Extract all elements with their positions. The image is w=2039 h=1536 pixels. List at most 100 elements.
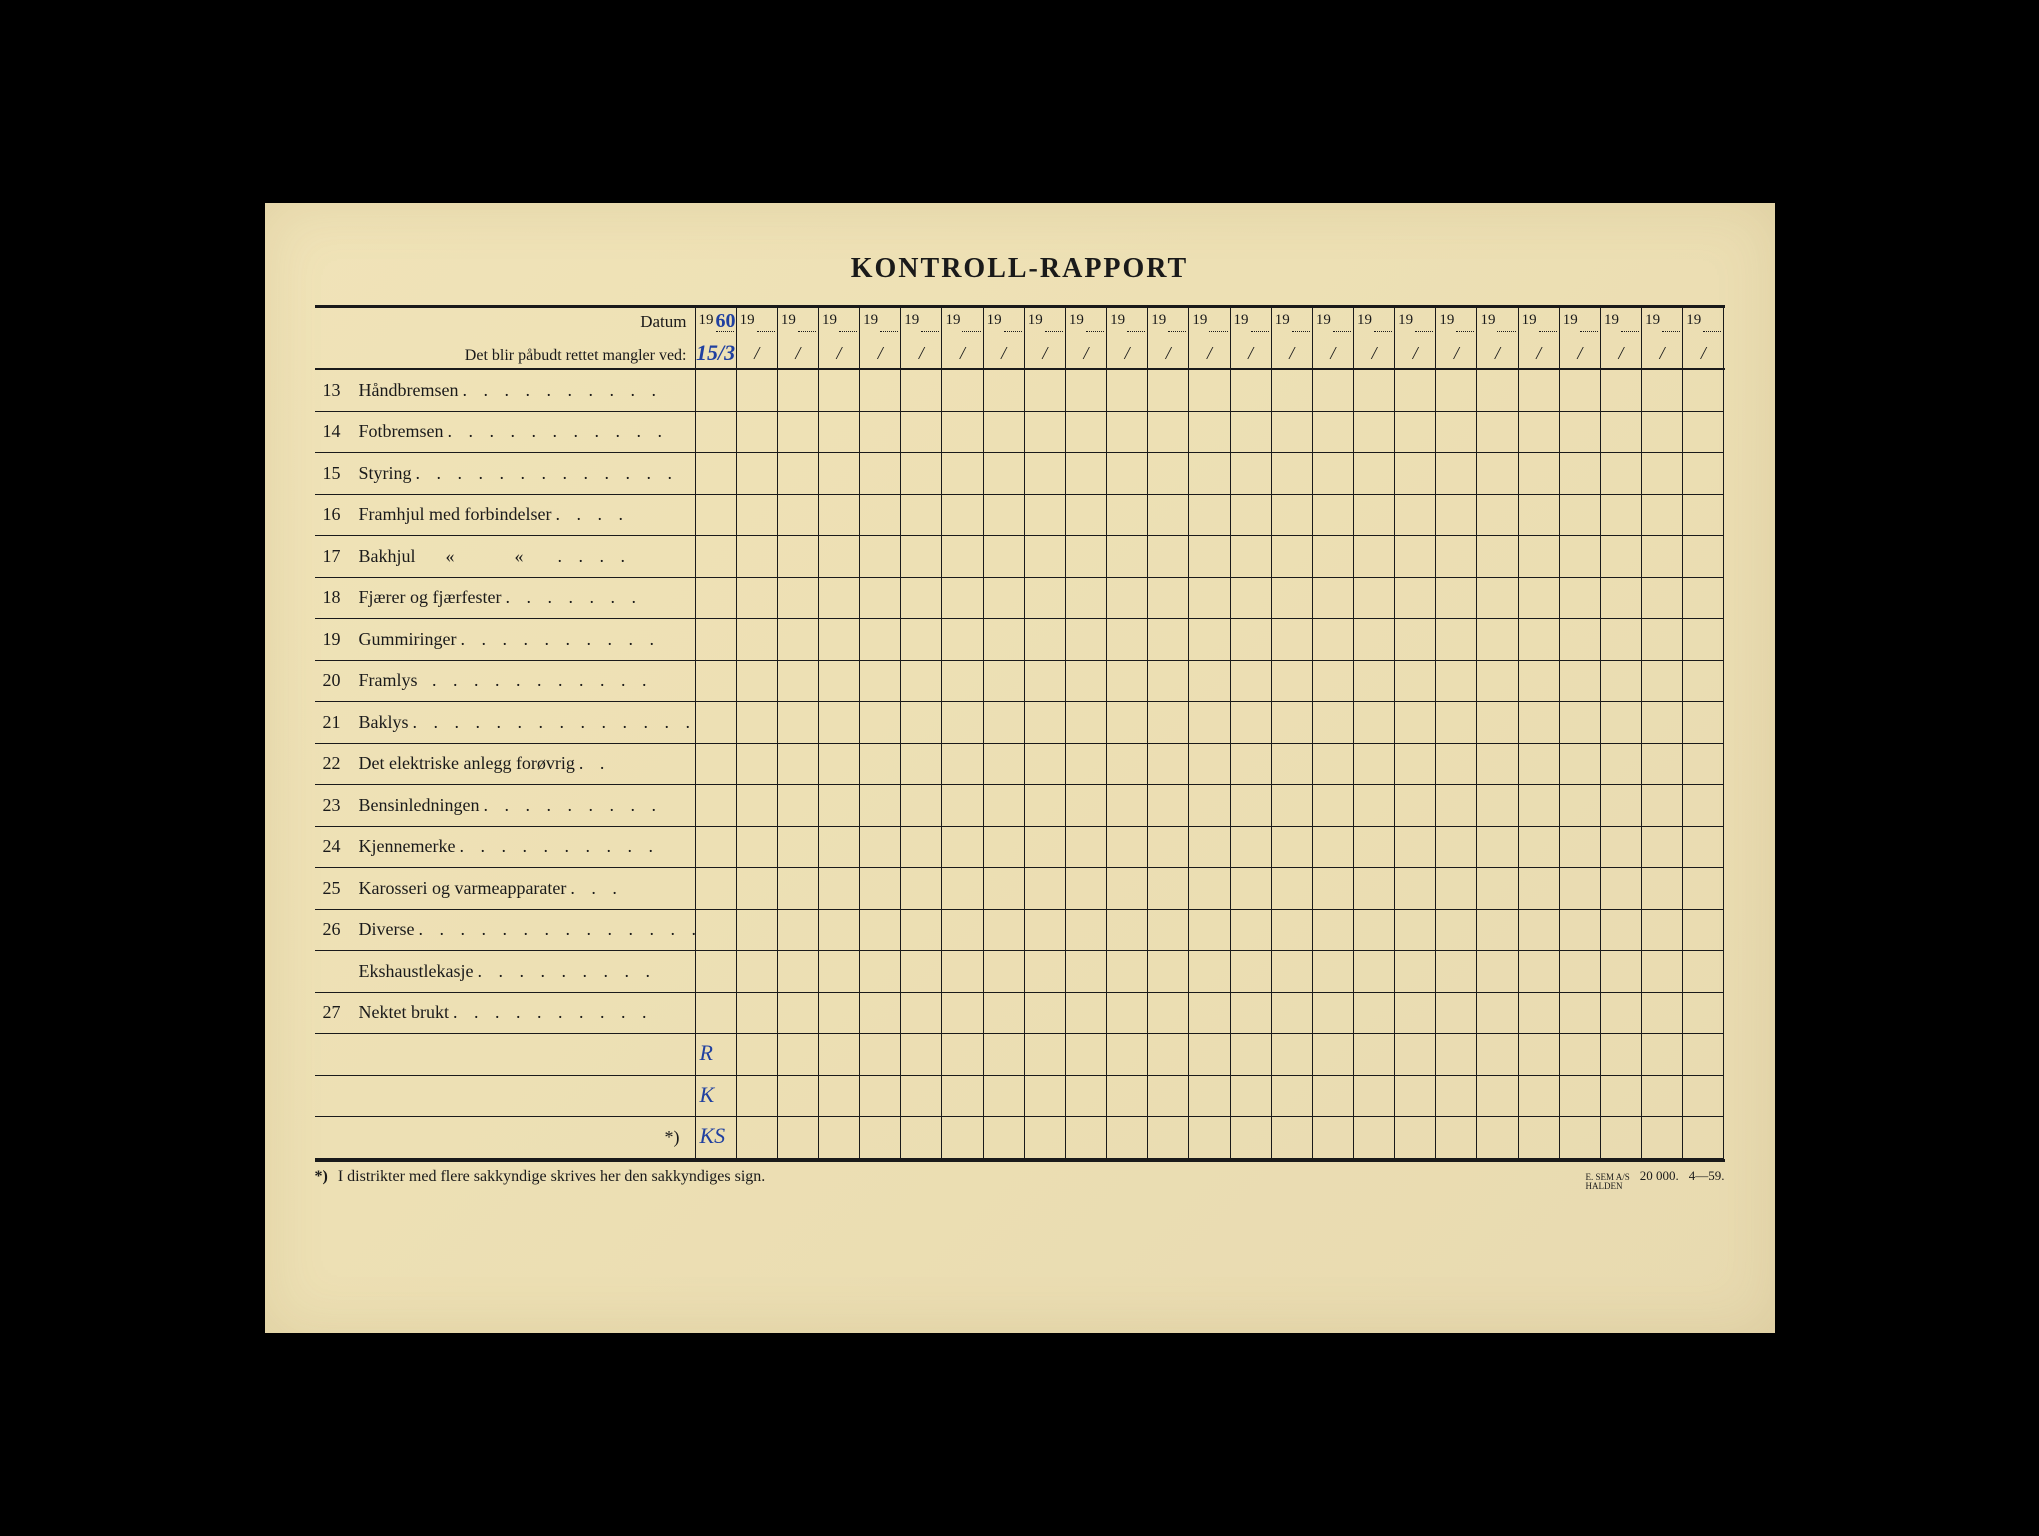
grid-cell [1395,951,1435,993]
grid-cell [1395,619,1435,661]
grid-cell [1395,744,1435,786]
grid-cell [1231,1117,1271,1159]
grid-cell [942,661,982,703]
grid-cell [1601,993,1641,1035]
grid-cell [1066,910,1106,952]
grid-cell [737,619,777,661]
grid-cell [984,1034,1024,1076]
grid-cell [1066,785,1106,827]
grid-cell [901,412,941,454]
grid-cell [1683,453,1723,495]
grid-cell [984,619,1024,661]
grid-column [1106,370,1147,1159]
item-label: Bensinledningen. . . . . . . . . [359,795,695,816]
item-number: 14 [323,421,359,442]
date-slash: / [819,338,859,368]
grid-cell [1436,370,1476,412]
grid-cell [1560,1034,1600,1076]
grid-cell [1683,827,1723,869]
grid-cell [1272,951,1312,993]
year-column: 19/ [1106,308,1147,368]
item-dots: . . . . . . . [501,587,642,607]
grid-cell [819,868,859,910]
grid-cell [942,412,982,454]
year-prefix: 19 [737,308,777,338]
grid-cell [1272,412,1312,454]
grid-cell [778,453,818,495]
grid-cell [737,744,777,786]
grid-cell [1272,744,1312,786]
grid-cell [778,619,818,661]
handwritten-signature: K [700,1082,715,1108]
footnote-left: *) I distrikter med flere sakkyndige skr… [315,1168,766,1191]
grid-cell [942,910,982,952]
grid-cell [1148,1076,1188,1118]
grid-cell [1148,785,1188,827]
grid-cell [1642,370,1682,412]
item-label: Gummiringer. . . . . . . . . . [359,629,695,650]
grid-cell [1395,910,1435,952]
grid-column [1024,370,1065,1159]
grid-cell [1477,536,1517,578]
grid-cell [942,495,982,537]
grid-cell [1395,1117,1435,1159]
grid-cell [1272,910,1312,952]
item-number: 22 [323,753,359,774]
grid-cell [1148,868,1188,910]
date-slash: / [1189,338,1229,368]
handwritten-year: 60 [716,310,736,333]
grid-cell [1189,702,1229,744]
item-label [359,1085,695,1106]
year-prefix: 19 [1189,308,1229,338]
grid-cell [1683,1034,1723,1076]
grid-cell [778,1034,818,1076]
grid-cell [984,370,1024,412]
grid-cell [1683,702,1723,744]
grid-cell [1436,619,1476,661]
grid-cell [984,868,1024,910]
grid-cell [696,827,736,869]
item-dots: . . . . [551,504,629,524]
grid-cell [942,993,982,1035]
grid-cell [696,578,736,620]
grid-cell [1231,1034,1271,1076]
printer-info: E. SEM A/S HALDEN [1585,1173,1629,1191]
grid-cell [1519,868,1559,910]
grid-cell [1683,619,1723,661]
grid-cell [1313,1117,1353,1159]
grid-cell [1231,993,1271,1035]
item-number: 21 [323,712,359,733]
grid-column [859,370,900,1159]
grid-cell [1272,661,1312,703]
grid-cell [1313,1076,1353,1118]
grid-cell [1313,993,1353,1035]
grid-cell [1395,868,1435,910]
grid-cell [1395,1034,1435,1076]
grid-cell [778,744,818,786]
grid-cell [1231,495,1271,537]
item-label: Fotbremsen. . . . . . . . . . . [359,421,695,442]
grid-cell [1354,868,1394,910]
grid-cell [860,744,900,786]
grid-column [1271,370,1312,1159]
grid-cell [1025,868,1065,910]
grid-cell [1519,453,1559,495]
grid-column [818,370,859,1159]
grid-cell [1148,578,1188,620]
grid-cell [1519,661,1559,703]
grid-cell [1107,951,1147,993]
grid-column [1435,370,1476,1159]
grid-cell [1066,495,1106,537]
grid-cell [1395,370,1435,412]
grid-cell [1560,661,1600,703]
grid-cell [1148,827,1188,869]
grid-cell [1272,785,1312,827]
grid-cell [1107,1034,1147,1076]
grid-cell [1642,536,1682,578]
grid-cell [778,702,818,744]
year-prefix: 19 [1642,308,1682,338]
grid-cell [1107,619,1147,661]
item-row: 14Fotbremsen. . . . . . . . . . . [315,412,695,454]
grid-cell [1313,1034,1353,1076]
grid-cell [737,1117,777,1159]
